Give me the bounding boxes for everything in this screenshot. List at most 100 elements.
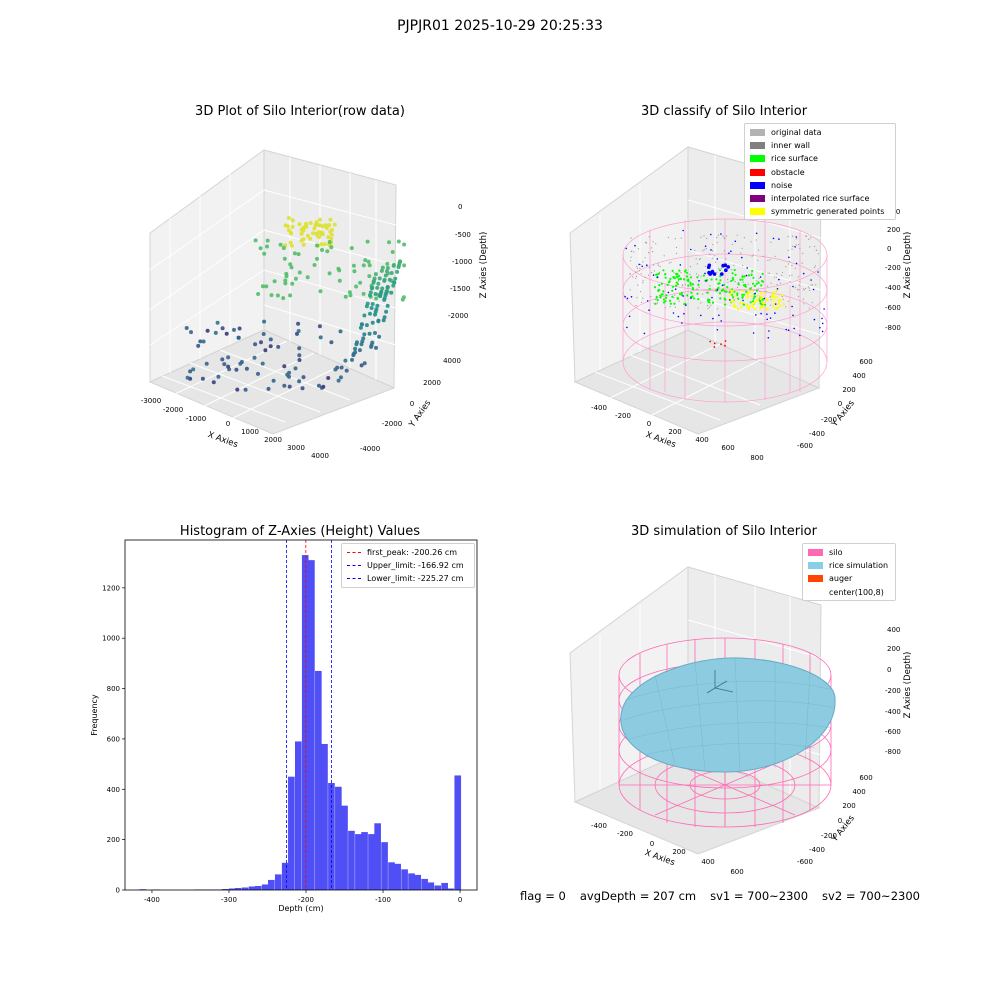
classify-point bbox=[723, 250, 725, 252]
histogram-bar bbox=[241, 887, 249, 890]
histogram-bar bbox=[361, 832, 368, 890]
raw-point bbox=[272, 279, 277, 284]
classify-point bbox=[767, 259, 769, 262]
raw-point bbox=[377, 334, 382, 339]
classify-point bbox=[680, 272, 682, 274]
classify-point bbox=[732, 300, 735, 303]
raw-ztick: 0 bbox=[458, 203, 462, 211]
classify-point bbox=[776, 272, 778, 275]
classify-point bbox=[683, 303, 686, 306]
histogram-bar bbox=[441, 882, 448, 890]
classify-point bbox=[762, 301, 765, 305]
classify-point bbox=[667, 236, 669, 238]
classify-point bbox=[630, 260, 632, 262]
sv2-value: sv2 = 700~2300 bbox=[822, 889, 920, 903]
classify-point bbox=[724, 268, 728, 272]
raw-point bbox=[215, 320, 220, 325]
histogram-title: Histogram of Z-Axies (Height) Values bbox=[179, 524, 421, 539]
classify-point bbox=[802, 298, 804, 300]
classify-point bbox=[715, 278, 718, 281]
classify-point bbox=[726, 286, 729, 289]
simulation-ytick: 0 bbox=[838, 817, 842, 825]
classify-point bbox=[733, 290, 736, 293]
classify-point bbox=[653, 270, 655, 272]
classify-point bbox=[658, 271, 661, 273]
classify-point bbox=[709, 253, 711, 255]
classify-point bbox=[768, 330, 770, 332]
classify-point bbox=[814, 265, 816, 267]
raw-point bbox=[343, 358, 348, 363]
raw-point bbox=[286, 216, 291, 220]
classify-xtick: -200 bbox=[615, 412, 631, 420]
classify-point bbox=[678, 300, 680, 302]
raw-point bbox=[259, 340, 263, 345]
raw-point bbox=[372, 276, 377, 281]
classify-point bbox=[741, 293, 744, 296]
classify-point bbox=[675, 281, 678, 284]
classify-point bbox=[741, 295, 744, 298]
classify-point bbox=[779, 299, 782, 302]
classify-point bbox=[716, 271, 718, 274]
classify-point bbox=[673, 297, 675, 299]
classify-point bbox=[682, 295, 684, 297]
raw-point bbox=[377, 276, 382, 281]
raw-point bbox=[271, 378, 276, 383]
classify-point bbox=[736, 286, 739, 289]
classify-point bbox=[648, 309, 650, 311]
classify-point bbox=[752, 276, 755, 279]
raw-point bbox=[370, 320, 375, 325]
raw-point bbox=[353, 346, 358, 351]
raw-point bbox=[313, 222, 318, 227]
legend-swatch bbox=[808, 562, 823, 570]
classify-point bbox=[669, 299, 672, 302]
classify-point bbox=[707, 298, 709, 300]
raw-point bbox=[326, 376, 331, 380]
legend-swatch bbox=[750, 181, 765, 189]
classify-xtick: -400 bbox=[591, 404, 607, 412]
classify-point bbox=[816, 249, 818, 251]
classify-point bbox=[720, 267, 722, 269]
raw-point bbox=[299, 231, 304, 236]
classify-legend-item: noise bbox=[745, 179, 895, 192]
raw-point bbox=[329, 340, 334, 345]
raw-point bbox=[256, 371, 260, 376]
classify-point bbox=[765, 297, 768, 301]
classify-point bbox=[669, 306, 671, 308]
classify-point bbox=[635, 277, 637, 279]
histogram-bar bbox=[308, 560, 315, 890]
histogram-x-tick-label: -200 bbox=[298, 896, 314, 904]
classify-point bbox=[752, 302, 755, 305]
classify-point bbox=[635, 271, 637, 273]
raw-point bbox=[234, 367, 239, 372]
simulation-ytick: 200 bbox=[842, 802, 855, 810]
simulation-xtick: 400 bbox=[701, 858, 714, 866]
classify-point bbox=[712, 317, 714, 320]
raw-point bbox=[300, 386, 305, 391]
classify-point bbox=[785, 306, 787, 308]
raw-point bbox=[201, 339, 206, 344]
classify-point bbox=[697, 307, 699, 309]
classify-point bbox=[766, 307, 769, 310]
classify-point bbox=[732, 303, 736, 306]
classify-point bbox=[642, 261, 644, 263]
classify-point bbox=[808, 289, 811, 291]
classify-point bbox=[770, 295, 772, 297]
classify-point bbox=[797, 276, 799, 278]
raw-point bbox=[385, 303, 390, 308]
stats-line: flag = 0 avgDepth = 207 cm sv1 = 700~2300 s… bbox=[520, 889, 934, 903]
raw-point bbox=[287, 384, 292, 389]
raw-point bbox=[312, 263, 317, 267]
classify-point bbox=[629, 273, 631, 275]
classify-point bbox=[690, 248, 692, 251]
classify-point bbox=[710, 304, 712, 306]
classify-point bbox=[630, 296, 633, 298]
classify-point bbox=[653, 264, 655, 266]
classify-ylabel: Y Axies bbox=[829, 398, 857, 430]
raw-point bbox=[185, 375, 190, 380]
raw-point bbox=[402, 263, 407, 268]
histogram-bar bbox=[388, 862, 395, 890]
classify-point bbox=[792, 314, 794, 317]
classify-point bbox=[774, 312, 776, 314]
classify-point bbox=[696, 276, 699, 279]
classify-point bbox=[643, 332, 646, 335]
